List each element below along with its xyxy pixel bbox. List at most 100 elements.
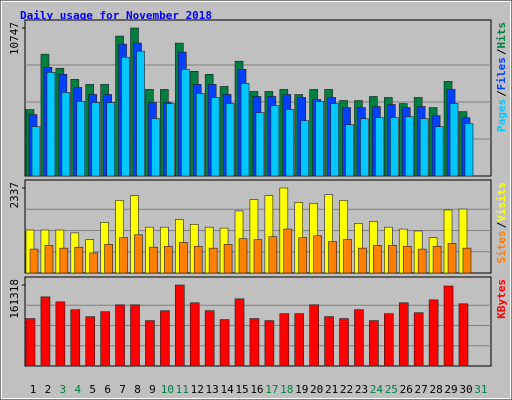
legend-separator: / — [495, 221, 508, 228]
bar — [208, 247, 218, 274]
bar — [76, 101, 86, 177]
bar — [324, 316, 334, 367]
x-tick-label: 8 — [134, 383, 141, 396]
y-tick-label: 10747 — [8, 22, 21, 55]
bar — [449, 103, 459, 177]
bar — [417, 248, 427, 274]
bar — [25, 318, 36, 367]
bar — [130, 304, 140, 367]
bar — [179, 242, 188, 274]
bar — [313, 235, 322, 274]
bar — [268, 236, 278, 274]
bar — [300, 120, 310, 177]
legend-entry: Visits — [495, 182, 508, 222]
bar — [166, 103, 175, 177]
bar — [285, 109, 295, 177]
bar — [255, 112, 265, 177]
bar — [369, 320, 379, 367]
bar — [189, 302, 200, 367]
bar — [270, 105, 280, 177]
bar — [115, 304, 125, 367]
bar — [428, 299, 439, 367]
x-tick-label: 4 — [74, 383, 81, 396]
x-tick-label: 11 — [176, 383, 189, 396]
x-tick-label: 24 — [370, 383, 384, 396]
bar — [419, 118, 429, 177]
bar — [100, 311, 110, 367]
x-tick-label: 27 — [415, 383, 428, 396]
bar — [413, 312, 424, 367]
bar — [238, 238, 248, 274]
bar — [375, 117, 384, 177]
bar — [44, 244, 54, 274]
bar — [85, 316, 96, 367]
y-tick-label: 2337 — [8, 182, 21, 209]
legend: Sites /Visits — [495, 182, 508, 264]
bar — [46, 72, 56, 177]
bar — [443, 285, 454, 367]
bar — [432, 245, 442, 274]
bar — [55, 301, 66, 367]
bar — [462, 247, 472, 274]
bar — [343, 239, 352, 274]
bar — [175, 284, 185, 367]
bar — [74, 246, 84, 274]
x-tick-label: 31 — [474, 383, 487, 396]
bar — [279, 313, 290, 367]
bar — [181, 68, 190, 177]
bar — [294, 313, 305, 367]
x-tick-label: 18 — [280, 383, 293, 396]
x-tick-label: 9 — [149, 383, 156, 396]
legend-entry: Files — [495, 57, 508, 90]
bar — [70, 309, 81, 367]
bar — [204, 310, 215, 367]
bar — [264, 320, 275, 367]
x-tick-label: 16 — [250, 383, 263, 396]
bar — [160, 310, 170, 367]
bar — [447, 243, 457, 274]
legend-entry: Sites — [495, 230, 508, 263]
x-tick-label: 12 — [191, 383, 204, 396]
bar — [104, 244, 113, 274]
bar — [61, 92, 71, 177]
bar — [106, 102, 115, 177]
bar — [119, 237, 128, 274]
bar — [402, 245, 412, 274]
legend-entry: KBytes — [495, 279, 508, 319]
bar — [315, 101, 324, 177]
x-tick-label: 28 — [429, 383, 442, 396]
bar — [283, 228, 293, 274]
bar — [136, 50, 145, 177]
x-tick-label: 21 — [325, 383, 338, 396]
bar — [149, 246, 158, 274]
x-tick-label: 30 — [459, 383, 472, 396]
bar — [330, 103, 339, 177]
bar — [164, 245, 173, 274]
bar — [464, 123, 474, 177]
bar — [398, 302, 409, 367]
x-tick-label: 2 — [45, 383, 52, 396]
bar — [404, 116, 414, 177]
bar — [145, 320, 155, 367]
bar — [388, 244, 397, 274]
x-tick-label: 25 — [385, 383, 398, 396]
x-tick-label: 17 — [265, 383, 278, 396]
bar — [434, 126, 444, 177]
bar — [40, 296, 51, 367]
bar — [339, 318, 349, 367]
bar — [193, 245, 203, 274]
bar — [225, 103, 235, 177]
bar — [29, 248, 39, 274]
x-tick-label: 14 — [220, 383, 234, 396]
bar — [121, 56, 130, 177]
x-tick-label: 6 — [104, 383, 111, 396]
bar — [219, 319, 230, 367]
bar — [249, 318, 260, 367]
bar — [240, 83, 250, 177]
bar — [384, 313, 394, 367]
x-tick-label: 26 — [400, 383, 413, 396]
chart-title: Daily usage for November 2018 — [20, 9, 212, 22]
bar — [328, 241, 337, 274]
